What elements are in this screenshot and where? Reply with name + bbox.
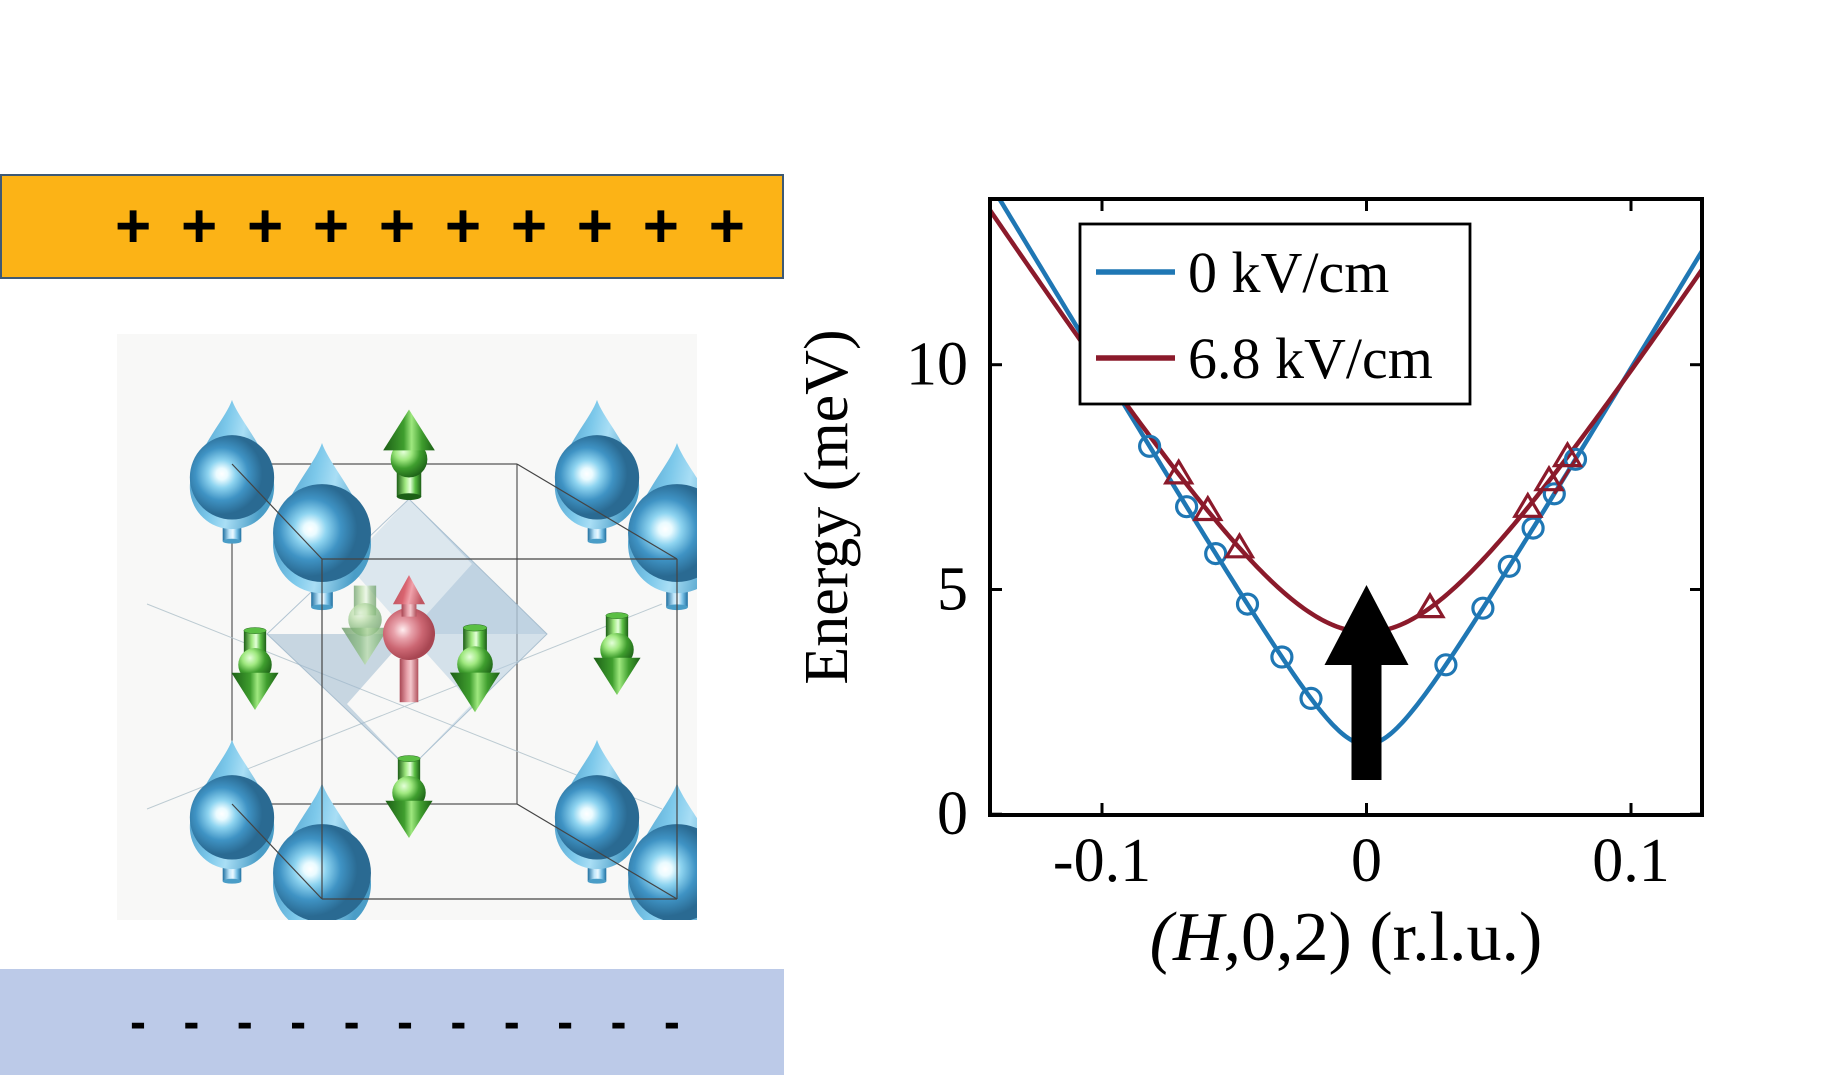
svg-text:0.1: 0.1 xyxy=(1592,827,1670,895)
svg-text:(H,0,2) (r.l.u.): (H,0,2) (r.l.u.) xyxy=(1150,899,1543,976)
svg-text:5: 5 xyxy=(937,556,968,624)
svg-text:6.8 kV/cm: 6.8 kV/cm xyxy=(1188,326,1433,391)
svg-text:10: 10 xyxy=(906,331,968,399)
svg-text:0: 0 xyxy=(937,780,968,848)
svg-text:0 kV/cm: 0 kV/cm xyxy=(1188,240,1389,305)
svg-text:-0.1: -0.1 xyxy=(1053,827,1151,895)
svg-text:0: 0 xyxy=(1351,827,1382,895)
